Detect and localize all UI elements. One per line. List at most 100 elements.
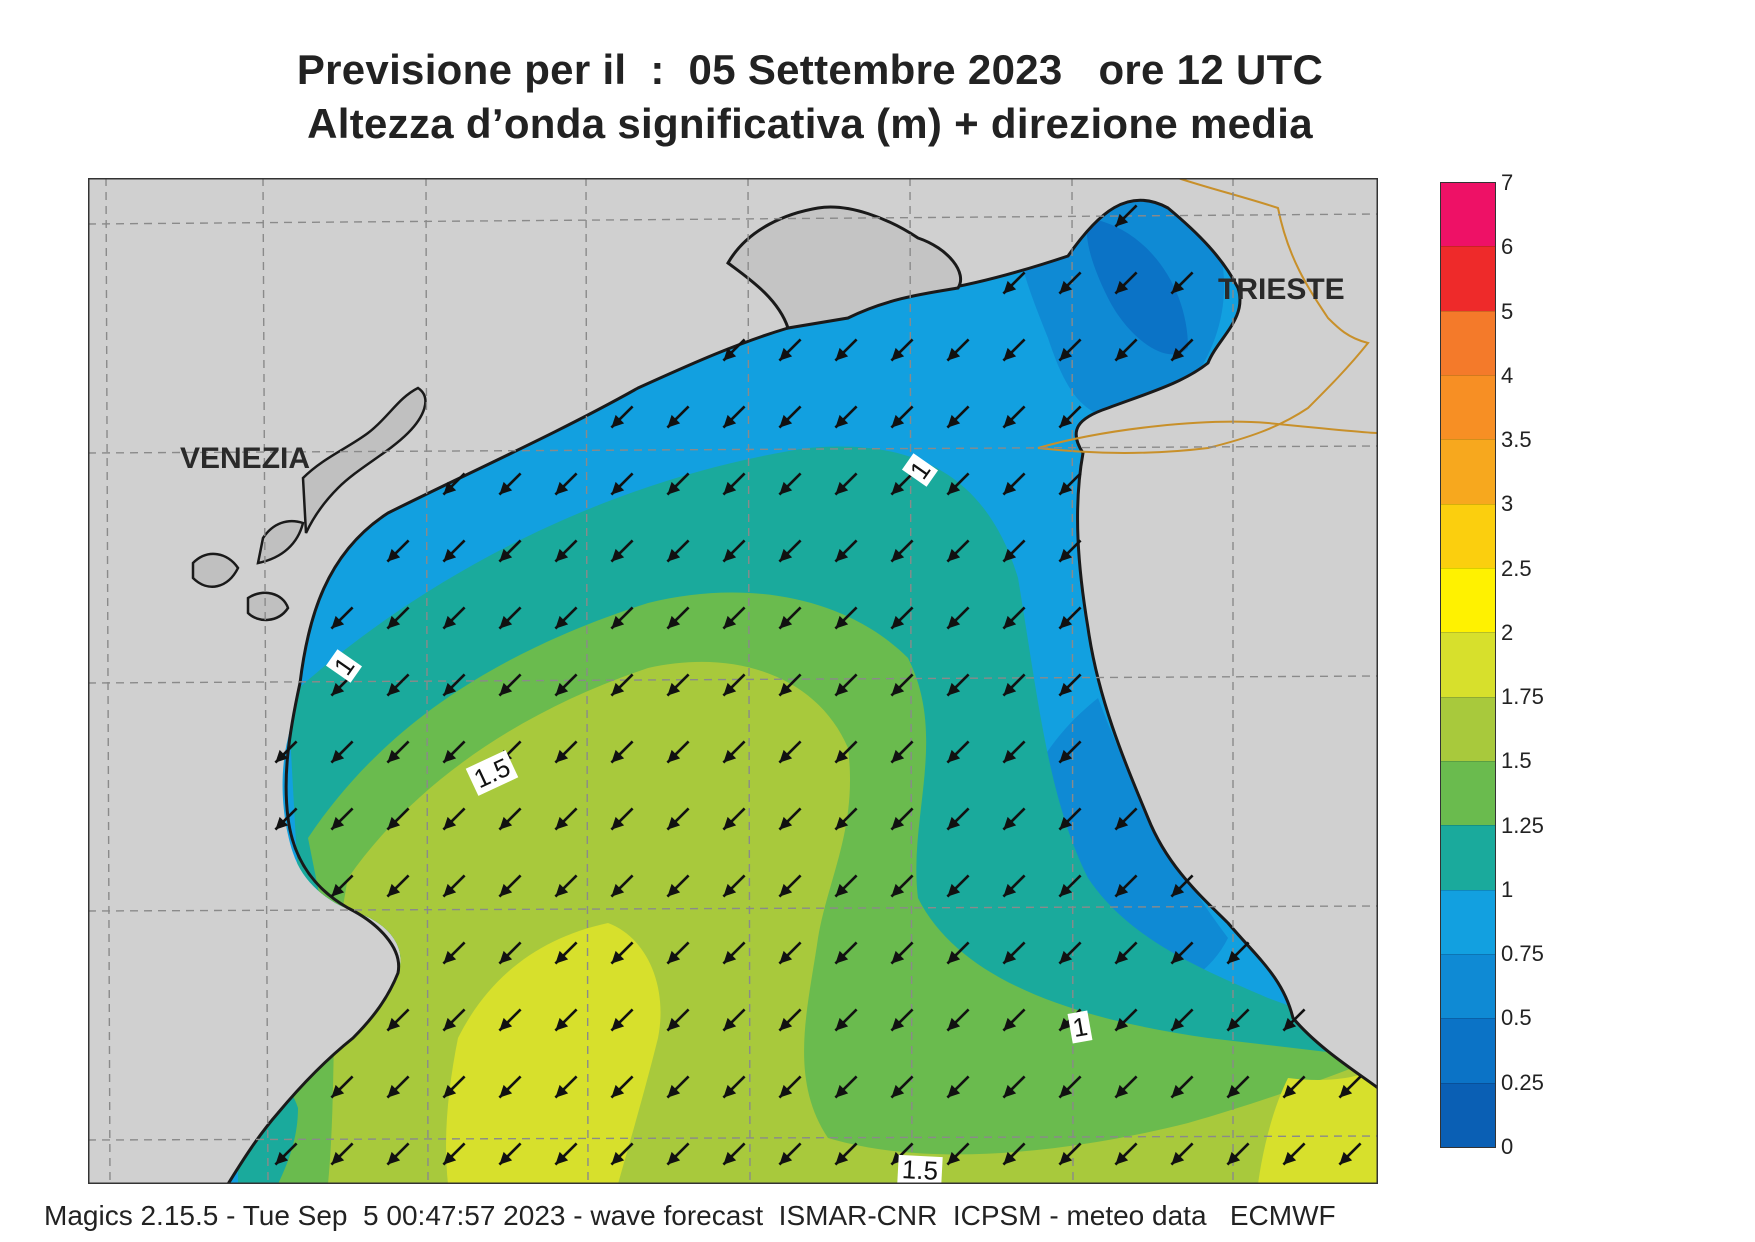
national-border (1037, 178, 1378, 454)
direction-arrow (1058, 338, 1082, 362)
direction-arrow (386, 874, 410, 898)
direction-arrow (1058, 941, 1082, 965)
direction-arrow (442, 472, 466, 496)
legend-swatch (1441, 696, 1495, 761)
legend-tick-label: 0.25 (1501, 1069, 1544, 1095)
direction-arrow (778, 807, 802, 831)
direction-arrow (778, 941, 802, 965)
direction-arrow (1058, 740, 1082, 764)
direction-arrow (1002, 941, 1026, 965)
direction-arrow (610, 673, 634, 697)
direction-arrow (722, 472, 746, 496)
direction-arrow (890, 673, 914, 697)
legend-swatch (1441, 374, 1495, 440)
direction-arrow (498, 807, 522, 831)
grado-coast (726, 205, 963, 330)
direction-arrow (498, 941, 522, 965)
direction-arrow (274, 807, 298, 831)
direction-arrow (834, 606, 858, 630)
direction-arrow (1002, 874, 1026, 898)
direction-arrow (722, 606, 746, 630)
legend-swatch (1441, 632, 1495, 697)
direction-arrow (834, 405, 858, 429)
map-frame (88, 178, 1378, 1184)
map-title: Previsione per il : 05 Settembre 2023 or… (296, 46, 1324, 93)
direction-arrow (498, 1142, 522, 1166)
direction-arrow (442, 874, 466, 898)
direction-arrow (554, 1008, 578, 1032)
direction-arrow (1058, 807, 1082, 831)
coastline-west (226, 682, 401, 1184)
direction-arrow (890, 405, 914, 429)
direction-arrow (1114, 1142, 1138, 1166)
direction-arrow (1170, 1075, 1194, 1099)
direction-arrow (1282, 1142, 1306, 1166)
direction-arrow (1114, 204, 1138, 228)
direction-arrow (554, 1075, 578, 1099)
direction-arrow (834, 539, 858, 563)
direction-arrow (386, 1142, 410, 1166)
direction-arrow (946, 606, 970, 630)
direction-arrow (722, 539, 746, 563)
direction-arrow (946, 807, 970, 831)
legend-swatch (1441, 567, 1495, 633)
place-venezia: VENEZIA (180, 442, 310, 475)
direction-arrow (610, 606, 634, 630)
direction-arrow (666, 539, 690, 563)
legend-tick-label: 4 (1501, 362, 1514, 388)
direction-arrow (1002, 807, 1026, 831)
legend-swatch (1441, 953, 1495, 1019)
venice-lagoon (191, 386, 427, 622)
direction-arrow (946, 1075, 970, 1099)
direction-arrow (946, 941, 970, 965)
legend-tick-label: 1.5 (1501, 748, 1532, 774)
direction-arrow (1058, 606, 1082, 630)
direction-arrow (890, 807, 914, 831)
direction-arrow (330, 1142, 354, 1166)
direction-arrow (722, 874, 746, 898)
direction-arrow (386, 1075, 410, 1099)
direction-arrow (610, 539, 634, 563)
direction-arrow (498, 606, 522, 630)
direction-arrow (1170, 941, 1194, 965)
direction-arrow (778, 740, 802, 764)
direction-arrow (890, 472, 914, 496)
direction-arrow (442, 941, 466, 965)
direction-arrow (1282, 1075, 1306, 1099)
direction-arrow (554, 539, 578, 563)
place-trieste: TRIESTE (1218, 273, 1345, 306)
direction-arrow (1002, 1142, 1026, 1166)
direction-arrow (442, 740, 466, 764)
direction-arrow (274, 740, 298, 764)
legend-tick-label: 6 (1501, 234, 1514, 260)
direction-arrow (498, 472, 522, 496)
direction-arrow (498, 874, 522, 898)
direction-arrow (330, 740, 354, 764)
legend-tick-label: 0.75 (1501, 941, 1544, 967)
direction-arrow (666, 1075, 690, 1099)
direction-arrow (1114, 807, 1138, 831)
legend-swatch (1441, 889, 1495, 954)
direction-arrow (666, 606, 690, 630)
direction-arrow (1226, 1075, 1250, 1099)
direction-arrow (890, 338, 914, 362)
direction-arrow (498, 1008, 522, 1032)
direction-arrow (946, 874, 970, 898)
legend-tick-label: 5 (1501, 298, 1514, 324)
color-scale-legend (1440, 182, 1496, 1148)
direction-arrow (834, 1075, 858, 1099)
direction-arrow (1114, 1075, 1138, 1099)
direction-arrow (1170, 874, 1194, 898)
legend-tick-label: 2 (1501, 619, 1514, 645)
direction-arrow (386, 807, 410, 831)
direction-arrow (778, 539, 802, 563)
svg-text:1.5: 1.5 (901, 1154, 939, 1184)
direction-arrow (834, 673, 858, 697)
contour-label: 1.5 (897, 1154, 943, 1184)
direction-arrow (610, 472, 634, 496)
direction-arrow (778, 338, 802, 362)
direction-arrow (1114, 271, 1138, 295)
legend-tick-label: 2.5 (1501, 555, 1532, 581)
legend-swatch (1441, 310, 1495, 375)
direction-arrow (330, 874, 354, 898)
